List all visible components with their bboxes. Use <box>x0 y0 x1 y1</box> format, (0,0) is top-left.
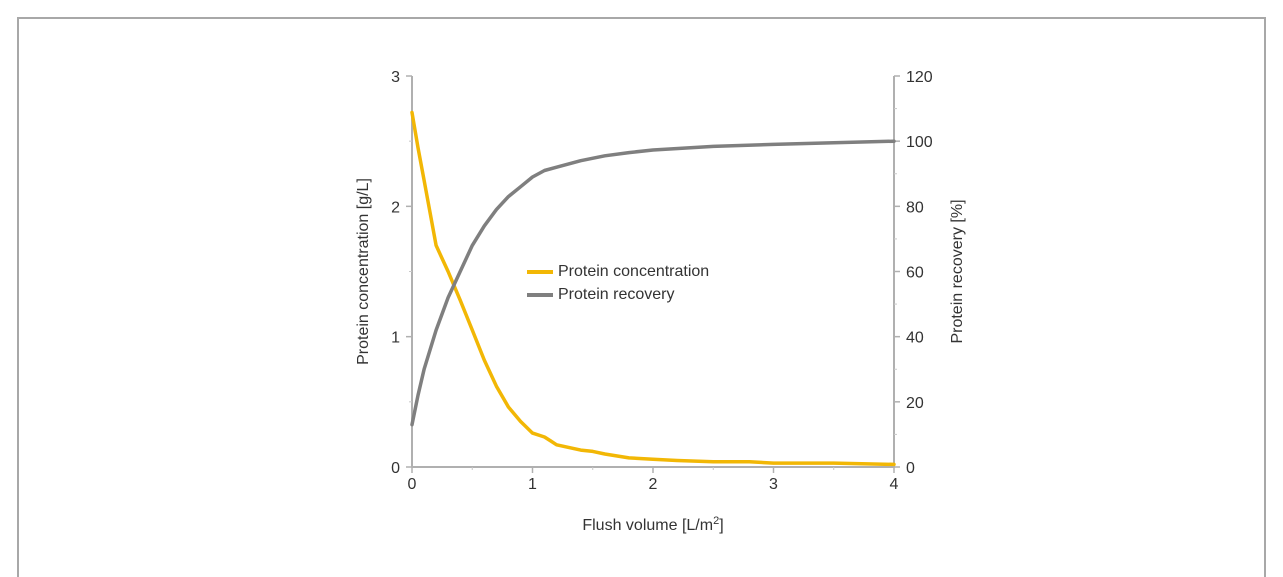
y-left-tick-label: 3 <box>391 69 400 86</box>
x-axis-title: Flush volume [L/m2] <box>582 515 723 534</box>
y-left-tick-label: 1 <box>391 330 400 347</box>
y-right-tick-label: 20 <box>906 395 924 412</box>
series-line-protein-recovery <box>410 139 896 427</box>
y-right-tick-label: 40 <box>906 330 924 347</box>
y-left-axis-title: Protein concentration [g/L] <box>355 178 372 365</box>
x-tick-label: 3 <box>769 476 778 493</box>
y-right-axis-title: Protein recovery [%] <box>949 199 966 343</box>
y-right-tick-label: 60 <box>906 265 924 282</box>
y-right-tick-label: 0 <box>906 460 915 477</box>
y-right-tick-label: 100 <box>906 134 933 151</box>
figure-frame <box>17 17 1266 577</box>
legend-label-protein-recovery: Protein recovery <box>558 286 675 303</box>
y-left-tick-label: 0 <box>391 460 400 477</box>
x-tick-label: 0 <box>408 476 417 493</box>
x-tick-label: 2 <box>649 476 658 493</box>
legend-label-protein-concentration: Protein concentration <box>558 263 709 280</box>
y-right-tick-label: 80 <box>906 199 924 216</box>
legend: Protein concentration Protein recovery <box>527 263 709 303</box>
series <box>410 110 896 467</box>
series-line-protein-concentration <box>410 110 896 467</box>
x-tick-label: 1 <box>528 476 537 493</box>
x-tick-label: 4 <box>890 476 899 493</box>
y-right-tick-label: 120 <box>906 69 933 86</box>
y-left-tick-label: 2 <box>391 199 400 216</box>
